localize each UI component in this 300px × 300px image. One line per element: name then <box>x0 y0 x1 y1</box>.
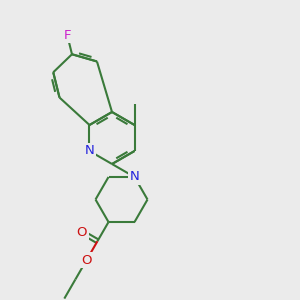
Text: O: O <box>76 226 87 238</box>
Text: N: N <box>130 170 140 184</box>
Text: F: F <box>64 29 71 42</box>
Text: O: O <box>81 254 92 267</box>
Text: N: N <box>85 145 94 158</box>
